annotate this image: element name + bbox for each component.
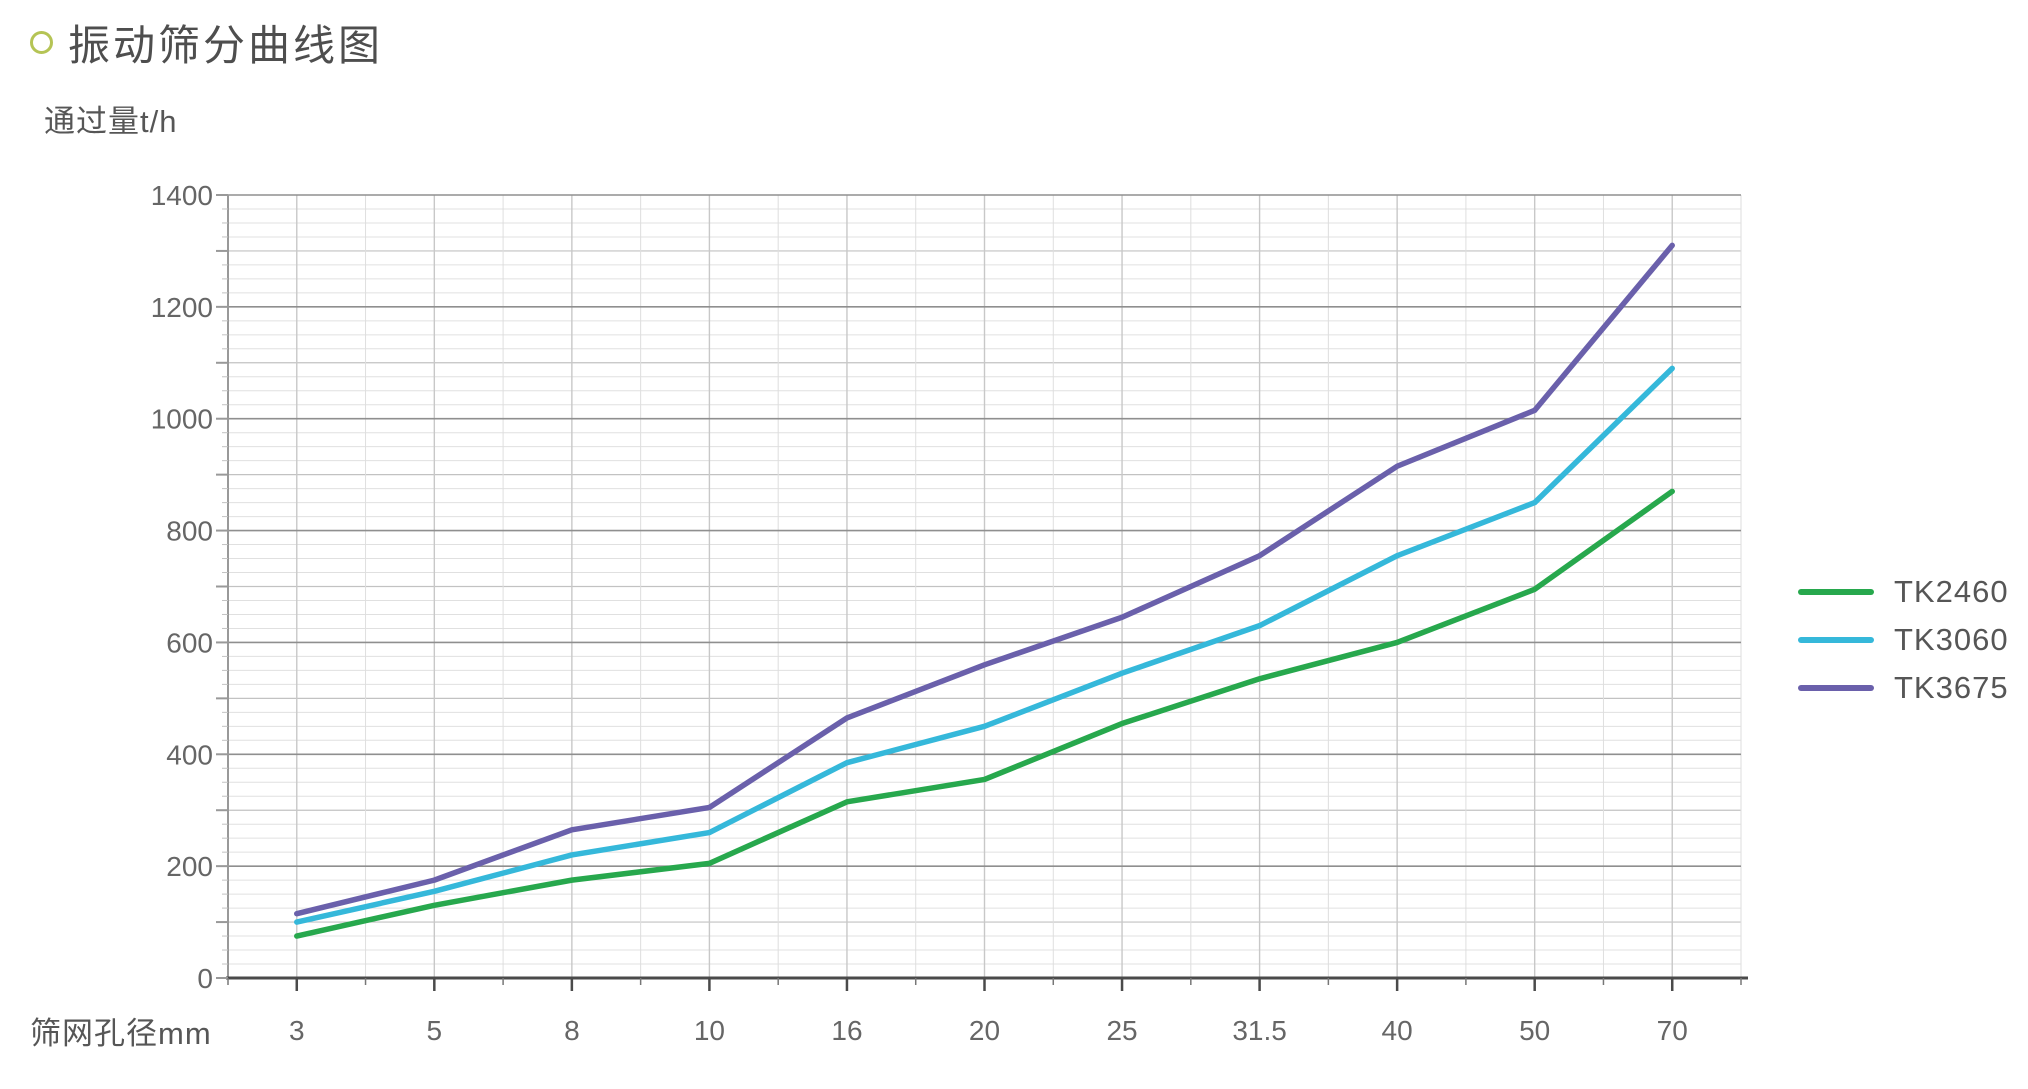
- legend-item: TK2460: [1798, 568, 2024, 616]
- y-tick-label: 200: [166, 851, 213, 882]
- series-line-TK3060: [294, 365, 1675, 925]
- y-tick-label: 400: [166, 739, 213, 770]
- x-tick-label: 70: [1657, 1015, 1688, 1046]
- y-axis-title: 通过量t/h: [44, 104, 178, 139]
- legend-label: TK2460: [1894, 574, 2009, 609]
- legend-swatch: [1798, 589, 1874, 595]
- y-tick-labels: 0 200 400 600 800 1000 1200 1400: [151, 180, 213, 994]
- title-bullet-icon: [30, 31, 53, 54]
- legend-item: TK3675: [1798, 664, 2024, 712]
- chart-legend: TK2460 TK3060 TK3675: [1798, 568, 2024, 712]
- legend-label: TK3675: [1894, 670, 2009, 705]
- x-tick-label: 50: [1519, 1015, 1550, 1046]
- y-tick-label: 1000: [151, 404, 213, 435]
- y-tick-label: 1200: [151, 292, 213, 323]
- x-tick-label: 16: [831, 1015, 862, 1046]
- legend-swatch: [1798, 685, 1874, 691]
- series-line-TK3675: [294, 242, 1675, 917]
- legend-label: TK3060: [1894, 622, 2009, 657]
- legend-item: TK3060: [1798, 616, 2024, 664]
- x-tick-label: 31.5: [1232, 1015, 1287, 1046]
- x-tick-label: 40: [1382, 1015, 1413, 1046]
- page-title-text: 振动筛分曲线图: [68, 22, 384, 69]
- legend-swatch: [1798, 637, 1874, 643]
- y-gridlines-major: [228, 194, 1741, 867]
- y-axis-ticks: [216, 194, 228, 979]
- x-tick-label: 25: [1106, 1015, 1137, 1046]
- x-tick-label: 8: [564, 1015, 580, 1046]
- x-tick-label: 3: [289, 1015, 305, 1046]
- page-title: 振动筛分曲线图: [30, 12, 383, 73]
- series-line-TK2460: [294, 488, 1675, 939]
- x-tick-label: 10: [694, 1015, 725, 1046]
- series-lines: [294, 242, 1675, 939]
- x-axis-title: 筛网孔径mm: [30, 1016, 212, 1051]
- x-tick-label: 20: [969, 1015, 1000, 1046]
- y-tick-label: 600: [166, 627, 213, 658]
- x-tick-label: 5: [427, 1015, 443, 1046]
- x-axis-ticks: [227, 978, 1742, 991]
- x-tick-labels: 3 5 8 10 16 20 25 31.5 40 50 70: [289, 1015, 1688, 1046]
- y-tick-label: 1400: [151, 180, 213, 211]
- y-tick-label: 0: [197, 963, 213, 994]
- y-tick-label: 800: [166, 516, 213, 547]
